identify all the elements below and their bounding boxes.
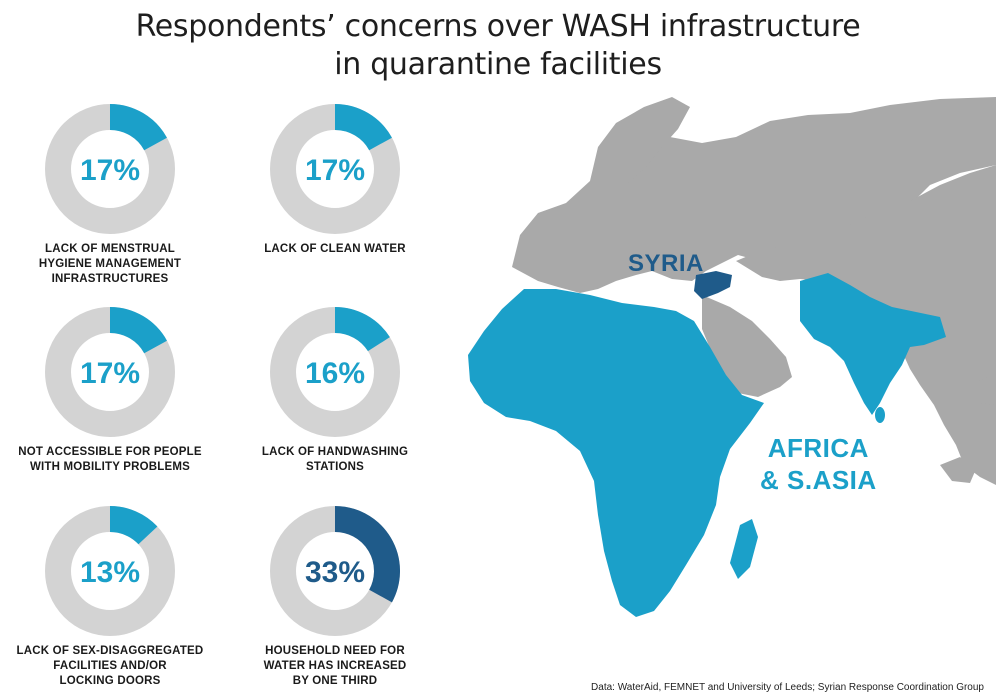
donut-segment [109,506,158,545]
donut-item: 17% LACK OF CLEAN WATER [235,104,435,257]
map-islands [940,377,996,483]
donut-category-label-line: HYGIENE MANAGEMENT [38,258,182,270]
chart-title: Respondents’ concerns over WASH infrastr… [0,8,996,84]
donut-category-label: NOT ACCESSIBLE FOR PEOPLE WITH MOBILITY P… [10,445,210,475]
africa-label-line-1: AFRICA [767,433,869,463]
africa-label-line-2: & S.ASIA [760,465,877,495]
donut-segment [334,104,392,151]
donut-category-label-line: LACK OF CLEAN WATER [264,243,406,255]
donut-category-label-line: NOT ACCESSIBLE FOR PEOPLE [18,446,202,458]
donut-category-label-line: INFRASTRUCTURES [51,273,169,285]
donut-item: 17% LACK OF MENSTRUAL HYGIENE MANAGEMENT IN… [10,104,210,287]
map-madagascar [730,519,758,579]
donut-chart: 33% [270,506,400,636]
donut-item: 17% NOT ACCESSIBLE FOR PEOPLE WITH MOBILIT… [10,307,210,475]
donut-category-label-line: HOUSEHOLD NEED FOR [265,645,405,657]
donut-category-label-line: WATER HAS INCREASED [263,660,407,672]
donut-category-label-line: LACK OF HANDWASHING [261,446,409,458]
donut-value-label: 17% [305,154,365,187]
source-note: Data: WaterAid, FEMNET and University of… [591,682,984,693]
africa-asia-label: AFRICA & S.ASIA [760,432,877,496]
donut-segment [334,307,390,352]
donut-segment [109,307,167,354]
donut-item: 16% LACK OF HANDWASHING STATIONS [235,307,435,475]
donut-category-label-line: FACILITIES AND/OR [53,660,167,672]
donut-category-label: LACK OF MENSTRUAL HYGIENE MANAGEMENT INFRA… [10,242,210,287]
donut-chart: 16% [270,307,400,437]
donut-item: 33% HOUSEHOLD NEED FOR WATER HAS INCREASED… [235,506,435,689]
donut-chart: 17% [45,104,175,234]
chart-title-line-2: in quarantine facilities [334,47,662,82]
donut-value-label: 16% [305,357,365,390]
donut-chart: 17% [45,307,175,437]
map-scandinavia [590,97,690,189]
donut-category-label-line: LACK OF MENSTRUAL [45,243,175,255]
donut-category-label-line: WITH MOBILITY PROBLEMS [29,461,191,473]
donut-category-label-line: LOCKING DOORS [59,675,161,687]
map-syria [694,271,732,299]
donut-category-label: HOUSEHOLD NEED FOR WATER HAS INCREASED BY … [235,644,435,689]
donut-category-label-line: STATIONS [305,461,365,473]
map-africa [468,289,764,617]
donut-category-label-line: BY ONE THIRD [292,675,378,687]
donut-chart: 13% [45,506,175,636]
donut-segment [109,104,167,151]
map-arabia [702,295,792,397]
syria-label: SYRIA [628,250,704,277]
donut-value-label: 17% [80,357,140,390]
donut-category-label: LACK OF SEX-DISAGGREGATED FACILITIES AND/… [10,644,210,689]
map-asia [736,165,996,485]
donut-value-label: 13% [80,556,140,589]
donut-category-label: LACK OF HANDWASHING STATIONS [235,445,435,475]
chart-title-line-1: Respondents’ concerns over WASH infrastr… [135,9,861,44]
map-south-asia [800,273,946,415]
donut-item: 13% LACK OF SEX-DISAGGREGATED FACILITIES A… [10,506,210,689]
land-grey [512,97,996,485]
donut-category-label-line: LACK OF SEX-DISAGGREGATED [16,645,204,657]
donut-chart: 17% [270,104,400,234]
donut-segment [334,506,400,603]
region-map [468,97,996,617]
donut-value-label: 17% [80,154,140,187]
donut-value-label: 33% [305,556,365,589]
donut-category-label: LACK OF CLEAN WATER [235,242,435,257]
map-sri-lanka [875,407,885,423]
